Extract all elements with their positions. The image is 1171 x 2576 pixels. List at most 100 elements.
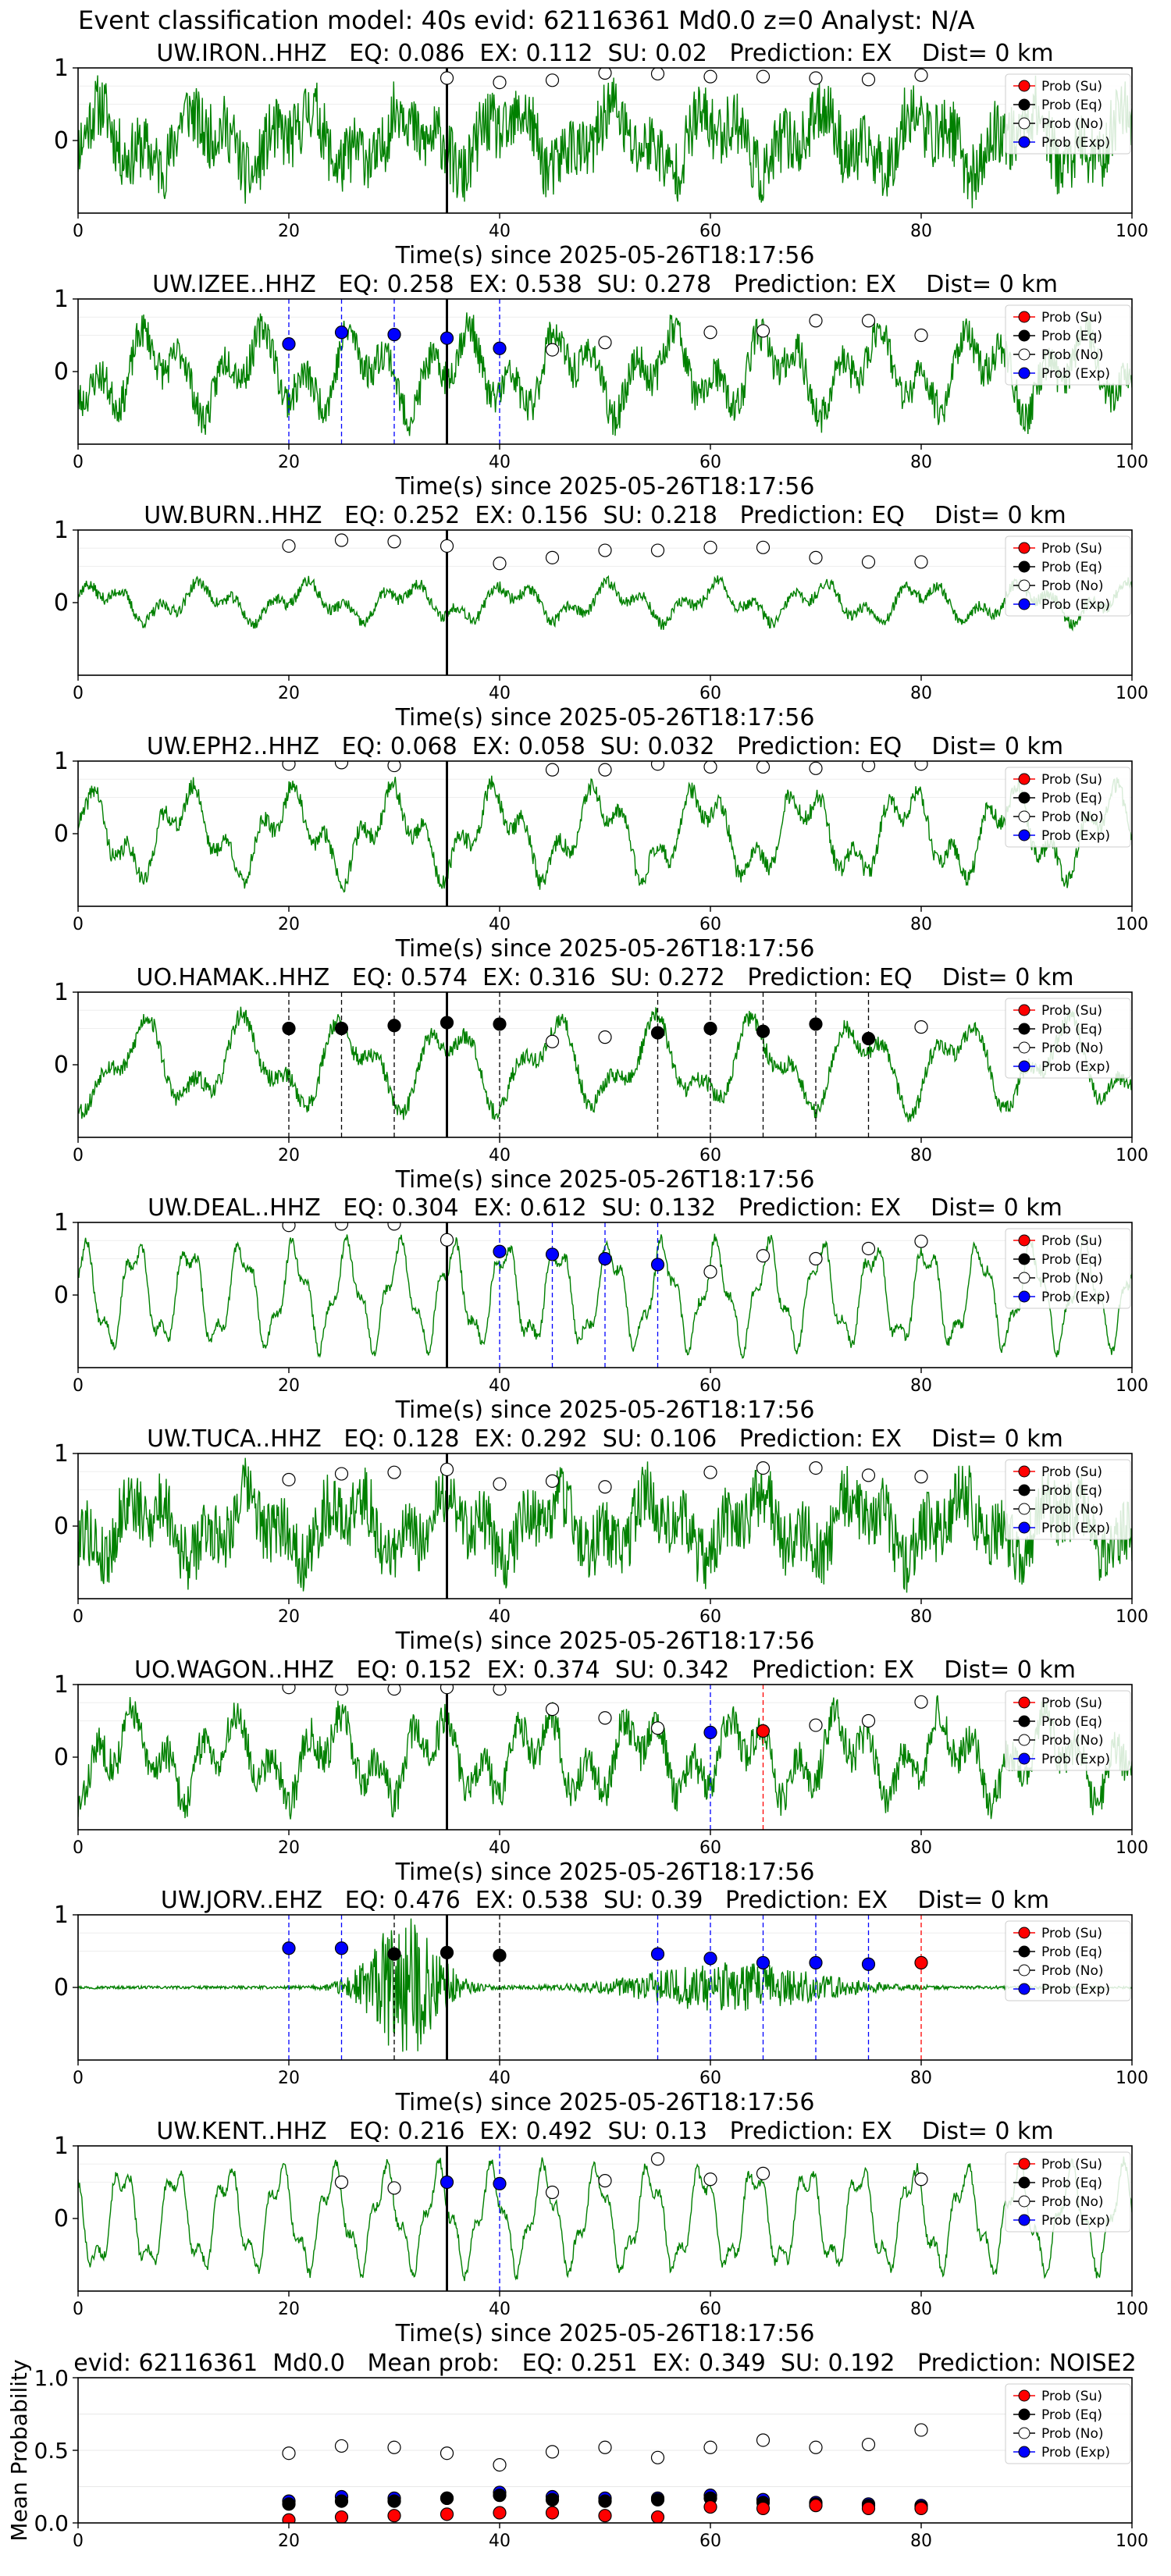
- marker-no: [598, 336, 612, 350]
- x-tick-label: 60: [699, 222, 721, 241]
- legend-marker-exp: [1018, 1752, 1030, 1765]
- legend-marker-no: [1018, 579, 1030, 592]
- panel-11: evid: 62116361 Md0.0 Mean prob: EQ: 0.25…: [6, 2350, 1148, 2551]
- panels-group: UW.IRON..HHZ EQ: 0.086 EX: 0.112 SU: 0.0…: [6, 40, 1148, 2551]
- marker-eq: [387, 1947, 401, 1961]
- marker-no: [861, 761, 876, 773]
- x-tick-label: 40: [489, 2532, 511, 2551]
- legend-box: [1005, 767, 1131, 848]
- y-axis-label: Mean Probability: [6, 2359, 32, 2541]
- legend-label-eq: Prob (Eq): [1041, 2176, 1102, 2191]
- legend-label-exp: Prob (Exp): [1041, 1752, 1110, 1767]
- marker-no: [809, 761, 823, 775]
- marker-no: [703, 2172, 717, 2186]
- x-tick-label: 0: [73, 2300, 84, 2319]
- legend-label-no: Prob (No): [1041, 1963, 1104, 1979]
- panel-4: UW.EPH2..HHZ EQ: 0.068 EX: 0.058 SU: 0.0…: [54, 733, 1148, 962]
- marker-exp: [493, 1244, 507, 1258]
- x-tick-label: 20: [278, 2300, 300, 2319]
- legend-label-no: Prob (No): [1041, 1041, 1104, 1056]
- mean-point-no: [809, 2440, 823, 2454]
- legend-label-no: Prob (No): [1041, 1502, 1104, 1517]
- x-tick-label: 60: [699, 1838, 721, 1858]
- y-tick-label: 1: [54, 1902, 69, 1929]
- mean-point-eq: [334, 2494, 349, 2508]
- x-tick-label: 20: [278, 222, 300, 241]
- legend-marker-su: [1018, 2389, 1030, 2402]
- panel-title: UW.DEAL..HHZ EQ: 0.304 EX: 0.612 SU: 0.1…: [148, 1194, 1062, 1222]
- mean-point-eq: [598, 2494, 612, 2508]
- marker-exp: [440, 2175, 454, 2190]
- marker-no: [334, 533, 349, 547]
- panel-title: UW.JORV..EHZ EQ: 0.476 EX: 0.538 SU: 0.3…: [161, 1887, 1049, 1914]
- marker-no: [440, 1685, 454, 1695]
- legend-label-eq: Prob (Eq): [1041, 1483, 1102, 1499]
- legend-marker-exp: [1018, 367, 1030, 379]
- legend-marker-exp: [1018, 136, 1030, 148]
- x-tick-label: 100: [1116, 1607, 1148, 1627]
- marker-no: [914, 328, 928, 343]
- mean-point-su: [334, 2510, 349, 2523]
- marker-no: [282, 1222, 296, 1233]
- legend-marker-eq: [1018, 1715, 1030, 1727]
- legend-label-no: Prob (No): [1041, 1733, 1104, 1749]
- legend-label-exp: Prob (Exp): [1041, 1059, 1110, 1075]
- x-tick-label: 0: [73, 2532, 84, 2551]
- legend-marker-no: [1018, 1041, 1030, 1054]
- legend-marker-su: [1018, 1696, 1030, 1709]
- marker-no: [387, 1685, 401, 1696]
- y-tick-label: 0: [54, 589, 69, 617]
- x-tick-label: 20: [278, 1838, 300, 1858]
- marker-no: [703, 1465, 717, 1479]
- waveform-line: [78, 2156, 1132, 2282]
- x-tick-label: 20: [278, 1607, 300, 1627]
- panel-1: UW.IRON..HHZ EQ: 0.086 EX: 0.112 SU: 0.0…: [54, 40, 1148, 269]
- legend-label-su: Prob (Su): [1041, 310, 1102, 326]
- x-tick-label: 80: [910, 684, 932, 703]
- legend-label-eq: Prob (Eq): [1041, 1022, 1102, 1037]
- legend-label-exp: Prob (Exp): [1041, 1290, 1110, 1305]
- marker-no: [703, 69, 717, 84]
- x-axis-label: Time(s) since 2025-05-26T18:17:56: [395, 1859, 815, 1886]
- marker-su: [914, 1955, 928, 1969]
- marker-no: [545, 1474, 560, 1488]
- marker-exp: [493, 341, 507, 355]
- marker-eq: [282, 1021, 296, 1036]
- marker-no: [440, 1233, 454, 1247]
- mean-point-eq: [440, 2491, 454, 2505]
- marker-no: [809, 1718, 823, 1732]
- mean-point-no: [598, 2440, 612, 2454]
- legend-box: [1005, 1920, 1131, 2001]
- marker-exp: [387, 327, 401, 342]
- marker-exp: [282, 1941, 296, 1955]
- marker-no: [387, 535, 401, 549]
- marker-no: [598, 543, 612, 557]
- marker-no: [545, 1703, 560, 1717]
- marker-no: [650, 1721, 665, 1735]
- mean-point-eq: [545, 2492, 560, 2507]
- legend-marker-su: [1018, 542, 1030, 554]
- plot-area: [78, 761, 1132, 906]
- marker-no: [703, 540, 717, 554]
- marker-no: [756, 540, 771, 554]
- legend-marker-no: [1018, 2195, 1030, 2208]
- marker-no: [914, 2172, 928, 2186]
- y-tick-label: 1: [54, 979, 69, 1006]
- mean-point-su: [493, 2506, 507, 2520]
- x-tick-label: 80: [910, 2532, 932, 2551]
- legend-marker-eq: [1018, 1484, 1030, 1496]
- marker-no: [282, 1472, 296, 1487]
- marker-eq: [440, 1016, 454, 1030]
- legend-label-eq: Prob (Eq): [1041, 1714, 1102, 1730]
- marker-no: [809, 1251, 823, 1266]
- legend-label-exp: Prob (Exp): [1041, 2213, 1110, 2229]
- x-tick-label: 0: [73, 1146, 84, 1165]
- y-tick-label: 1.0: [34, 2365, 69, 2391]
- marker-eq: [440, 1945, 454, 1959]
- legend-marker-no: [1018, 1964, 1030, 1976]
- x-tick-label: 0: [73, 1376, 84, 1396]
- marker-eq: [756, 1024, 771, 1038]
- marker-no: [282, 539, 296, 553]
- legend-marker-su: [1018, 1927, 1030, 1939]
- marker-no: [650, 68, 665, 81]
